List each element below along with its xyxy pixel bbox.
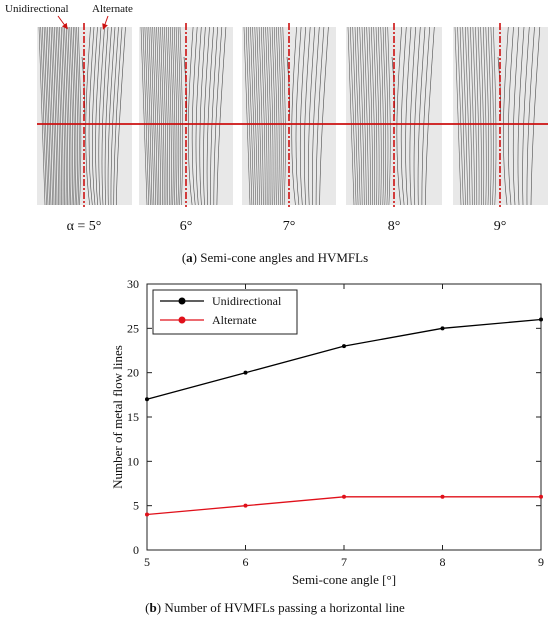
arrow-alternate <box>102 15 109 30</box>
y-tick-label: 5 <box>133 499 139 513</box>
x-tick-label: 9 <box>538 555 544 569</box>
y-ticks: 0 5 10 15 20 25 30 <box>127 277 541 557</box>
flow-line-panels <box>37 23 548 207</box>
x-ticks: 5 6 7 8 9 <box>144 284 544 569</box>
data-point-alternate <box>342 494 346 499</box>
flow-panel-8 <box>346 23 442 207</box>
legend-marker-alternate <box>178 316 186 324</box>
data-point-unidirectional <box>440 326 445 331</box>
x-tick-label: 5 <box>144 555 150 569</box>
legend-label-unidirectional: Unidirectional <box>212 294 282 308</box>
x-axis-label: Semi-cone angle [°] <box>292 572 396 587</box>
legend-marker-unidirectional <box>178 297 186 305</box>
y-axis-label: Number of metal flow lines <box>110 345 125 489</box>
data-point-alternate <box>243 503 248 508</box>
y-tick-label: 25 <box>127 321 139 335</box>
data-point-unidirectional <box>539 317 543 322</box>
annotation-alternate: Alternate <box>92 3 133 15</box>
panel-labels: α = 5° 6° 7° 8° 9° <box>67 219 507 234</box>
y-tick-label: 10 <box>127 454 139 468</box>
y-tick-label: 20 <box>127 366 139 380</box>
arrow-unidirectional <box>57 15 68 30</box>
data-point-alternate <box>440 494 445 499</box>
y-tick-label: 30 <box>127 277 139 291</box>
annotation-unidirectional: Unidirectional <box>5 3 69 15</box>
data-point-alternate <box>145 512 149 517</box>
panel-label-9: 9° <box>494 219 507 234</box>
panel-label-6: 6° <box>180 219 193 234</box>
data-point-alternate <box>539 494 543 499</box>
legend: Unidirectional Alternate <box>152 289 298 335</box>
flow-panel-5 <box>37 23 132 207</box>
flow-panel-6 <box>139 23 233 207</box>
series-lines <box>145 317 543 517</box>
x-tick-label: 6 <box>243 555 249 569</box>
panel-label-8: 8° <box>388 219 401 234</box>
caption-a: (a) Semi-cone angles and HVMFLs <box>182 250 368 265</box>
data-point-unidirectional <box>243 370 248 375</box>
x-tick-label: 7 <box>341 555 347 569</box>
data-point-unidirectional <box>145 397 149 402</box>
y-tick-label: 0 <box>133 543 139 557</box>
panel-label-5: α = 5° <box>67 219 102 234</box>
flow-panel-9 <box>453 23 548 207</box>
series-line-alternate <box>146 496 541 516</box>
flow-panel-7 <box>242 23 336 207</box>
caption-b: (b) Number of HVMFLs passing a horizonta… <box>145 600 405 615</box>
y-tick-label: 15 <box>127 410 139 424</box>
panel-label-7: 7° <box>283 219 296 234</box>
data-point-unidirectional <box>342 344 346 349</box>
x-tick-label: 8 <box>440 555 446 569</box>
legend-box <box>152 289 298 335</box>
legend-label-alternate: Alternate <box>212 313 257 327</box>
